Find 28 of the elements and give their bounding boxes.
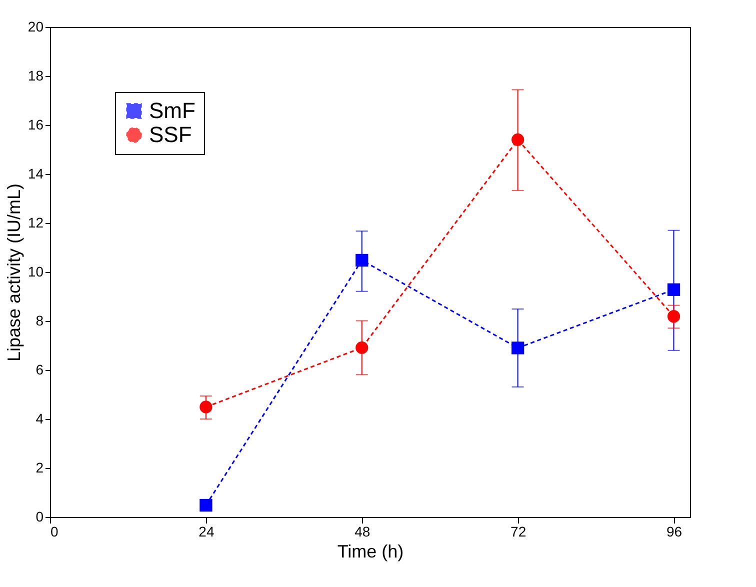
y-tick-label: 18 (28, 68, 44, 84)
point (511, 342, 524, 354)
y-axis-title: Lipase activity (IU/mL) (4, 183, 24, 362)
legend-label: SmF (149, 98, 196, 123)
y-tick-label: 4 (36, 410, 44, 426)
y-tick-label: 14 (28, 166, 44, 182)
x-axis-title: Time (h) (337, 542, 404, 562)
y-tick-label: 8 (36, 312, 44, 328)
y-tick-label: 20 (28, 18, 44, 34)
point (200, 400, 212, 414)
y-tick-label: 12 (28, 214, 44, 230)
point (356, 254, 368, 267)
legend-label: SSF (149, 122, 192, 147)
x-tick-label: 24 (198, 524, 214, 540)
point (200, 498, 212, 512)
x-tick-label: 0 (50, 524, 58, 540)
point (667, 283, 680, 296)
point (511, 133, 524, 146)
x-tick-label: 96 (666, 524, 682, 540)
y-tick-label: 2 (36, 460, 44, 476)
point (356, 341, 368, 354)
x-tick-label: 72 (510, 524, 526, 540)
y-tick-label: 16 (28, 116, 44, 132)
point (667, 310, 680, 323)
y-tick-label: 6 (36, 362, 44, 378)
y-tick-label: 0 (36, 508, 44, 524)
x-tick-label: 48 (354, 524, 370, 540)
y-tick-label: 10 (28, 264, 44, 280)
